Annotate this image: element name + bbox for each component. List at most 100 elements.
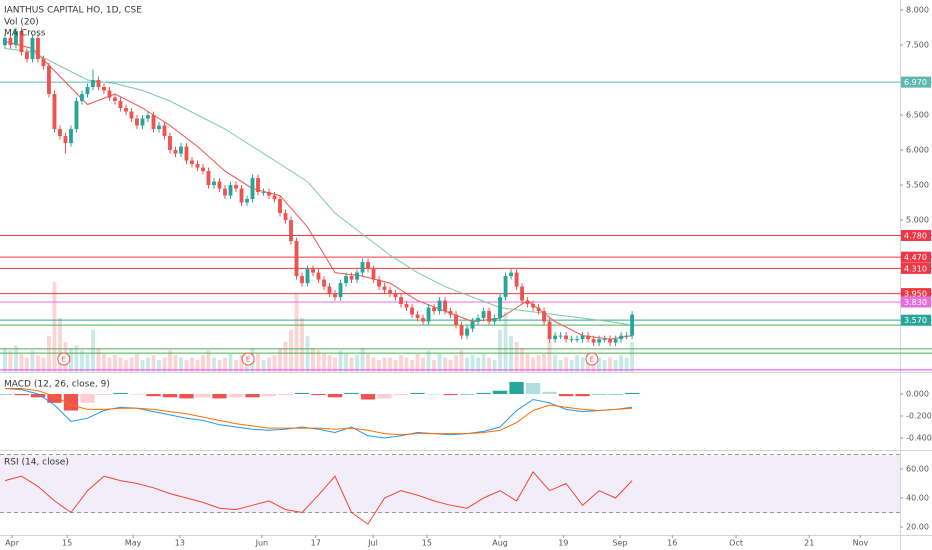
volume-bar <box>333 357 337 372</box>
candle-body <box>344 276 348 284</box>
volume-bar <box>520 348 524 372</box>
y-tick-label: 60.00 <box>906 464 929 473</box>
volume-bar <box>443 357 447 372</box>
volume-bar <box>503 312 508 372</box>
chart-title: IANTHUS CAPITAL HO, 1D, CSE <box>4 6 142 16</box>
macd-hist-bar <box>179 394 194 399</box>
volume-bar <box>195 360 200 372</box>
volume-bar <box>355 355 359 372</box>
volume-bar <box>102 354 106 372</box>
volume-bar <box>162 357 167 372</box>
level-label: 3.830 <box>904 298 927 307</box>
volume-bar <box>25 357 29 372</box>
macd-hist-bar <box>195 394 211 398</box>
macd-hist-bar <box>525 383 541 395</box>
volume-bar <box>415 354 420 372</box>
earnings-label: E <box>62 356 66 364</box>
volume-bar <box>487 357 491 372</box>
volume-bar <box>58 318 62 372</box>
candle-body <box>415 314 420 319</box>
volume-bar <box>344 354 348 372</box>
volume-bar <box>575 355 580 372</box>
candle-body <box>613 339 618 343</box>
level-tag <box>901 288 931 300</box>
rsi-band <box>0 454 900 513</box>
x-tick-label: Jul <box>367 539 378 548</box>
candle-body <box>41 59 46 67</box>
level-label: 3.950 <box>904 290 927 299</box>
level-label: 4.780 <box>904 231 927 240</box>
candle-body <box>58 129 62 137</box>
volume-bar <box>135 354 139 372</box>
volume-bar <box>30 350 35 372</box>
earnings-marker <box>585 352 599 366</box>
volume-bar <box>459 350 464 372</box>
volume-bar <box>569 360 574 372</box>
volume-bar <box>437 354 442 372</box>
macd-hist-bar <box>228 394 244 398</box>
volume-bar <box>212 357 216 372</box>
candle-body <box>135 118 139 126</box>
candle-body <box>234 185 238 189</box>
macd-hist-bar <box>162 394 178 398</box>
x-tick-label: Oct <box>729 539 743 548</box>
candle-body <box>630 314 635 336</box>
volume-bar <box>327 355 332 372</box>
candle-body <box>14 31 18 46</box>
volume-bar <box>129 357 134 372</box>
candle-body <box>201 167 205 172</box>
candle-body <box>69 129 73 144</box>
candle-body <box>30 38 35 60</box>
volume-bar <box>85 354 90 372</box>
candle-body <box>118 101 123 109</box>
candle-body <box>267 192 271 196</box>
volume-bar <box>69 348 73 372</box>
candle-body <box>569 339 574 341</box>
candle-body <box>124 108 128 112</box>
x-tick-label: Nov <box>853 539 869 548</box>
rsi-line <box>4 471 633 525</box>
candle-body <box>333 293 337 298</box>
macd-hist-bar <box>30 394 46 398</box>
candle-body <box>146 115 150 119</box>
candle-body <box>542 311 546 322</box>
candle-body <box>520 286 524 301</box>
volume-bar <box>542 354 546 372</box>
macd-hist-bar <box>129 394 145 395</box>
candle-body <box>591 339 596 343</box>
volume-bar <box>283 342 288 372</box>
y-tick-label: -0.400 <box>906 434 932 443</box>
volume-bar <box>338 350 343 372</box>
macd-hist-bar <box>575 394 590 397</box>
volume-bar <box>597 357 602 372</box>
y-tick-label: 6.500 <box>906 111 929 120</box>
macd-hist-bar <box>542 391 557 395</box>
candle-body <box>206 171 211 186</box>
volume-bar <box>261 360 266 372</box>
volume-bar <box>168 350 172 372</box>
candle-body <box>432 307 436 312</box>
candle-body <box>25 52 29 60</box>
volume-bar <box>613 360 618 372</box>
candle-body <box>283 213 288 221</box>
macd-hist-bar <box>591 394 607 395</box>
candle-body <box>129 111 134 119</box>
volume-bar <box>465 357 469 372</box>
candle-body <box>514 272 519 287</box>
volume-bar <box>349 357 354 372</box>
level-label: 4.310 <box>904 264 927 273</box>
x-tick-label: Sep <box>612 539 627 548</box>
volume-bar <box>80 350 84 372</box>
macd-hist-bar <box>426 394 442 395</box>
candle-body <box>168 136 172 151</box>
candle-body <box>261 192 266 194</box>
volume-bar <box>481 354 486 372</box>
candle-body <box>498 297 502 319</box>
candle-body <box>448 311 453 315</box>
volume-bar <box>228 354 233 372</box>
candle-body <box>602 339 607 341</box>
y-tick-label: 5.000 <box>906 216 929 225</box>
macd-hist-bar <box>393 394 409 396</box>
volume-bar <box>41 357 46 372</box>
